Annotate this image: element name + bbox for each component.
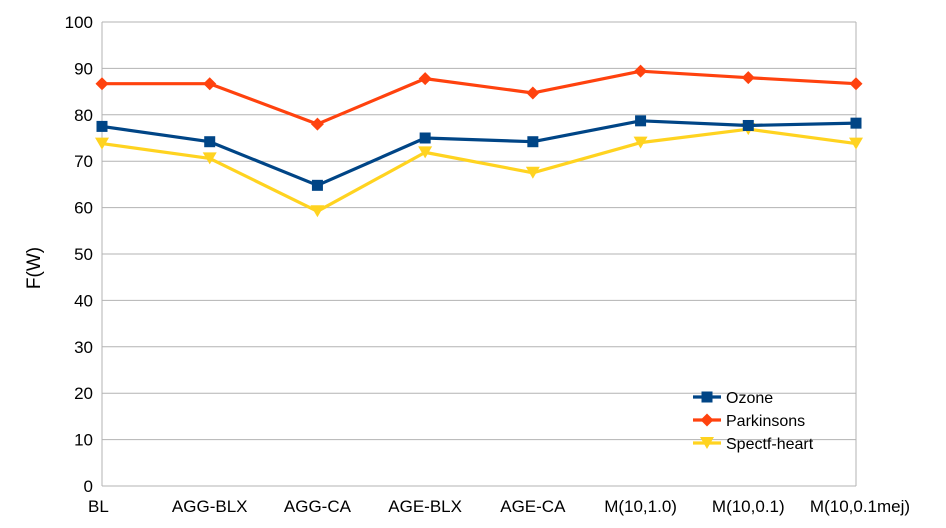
series-ozone [96, 115, 862, 191]
x-tick-label: BL [88, 497, 109, 516]
data-point [527, 136, 539, 148]
legend: Ozone Parkinsons Spectf-heart [693, 390, 814, 453]
y-tick-label: 30 [74, 338, 93, 357]
legend-marker [700, 413, 714, 427]
y-tick-label: 40 [74, 291, 93, 310]
data-point [526, 86, 540, 100]
legend-label: Parkinsons [726, 413, 805, 430]
x-tick-label: AGE-BLX [388, 497, 462, 516]
data-point [634, 64, 648, 78]
y-tick-label: 100 [65, 13, 93, 32]
series-parkinsons [95, 64, 863, 131]
y-tick-label: 0 [84, 477, 93, 496]
legend-label: Ozone [726, 390, 773, 407]
x-tick-label: AGG-CA [284, 497, 352, 516]
legend-item-spectf-heart: Spectf-heart [693, 436, 814, 453]
x-tick-label: AGG-BLX [172, 497, 248, 516]
data-point [310, 205, 325, 218]
legend-item-parkinsons: Parkinsons [693, 413, 805, 430]
legend-marker [701, 391, 713, 403]
data-point [633, 136, 648, 149]
data-point [95, 77, 109, 91]
data-point [741, 71, 755, 85]
data-point [202, 152, 217, 165]
y-axis-label: F(W) [24, 247, 45, 289]
x-tick-label: M(10,0.1mej) [810, 497, 910, 516]
y-tick-label: 20 [74, 384, 93, 403]
grid-lines [101, 21, 857, 487]
y-tick-label: 50 [74, 245, 93, 264]
data-point [418, 72, 432, 86]
data-point [850, 117, 862, 129]
y-tick-label: 10 [74, 431, 93, 450]
x-tick-label: AGE-CA [500, 497, 566, 516]
data-point [311, 179, 323, 191]
data-point [419, 132, 431, 144]
y-tick-label: 80 [74, 106, 93, 125]
y-tick-label: 90 [74, 59, 93, 78]
data-point [635, 115, 647, 127]
y-tick-label: 70 [74, 152, 93, 171]
data-point [203, 77, 217, 91]
x-tick-label: M(10,1.0) [604, 497, 677, 516]
series-line [101, 127, 857, 213]
legend-marker [700, 437, 714, 449]
data-point [204, 136, 216, 148]
data-point [849, 77, 863, 91]
x-tick-label: M(10,0.1) [712, 497, 785, 516]
data-point [849, 137, 863, 150]
series-line [102, 69, 857, 126]
y-tick-label: 60 [74, 199, 93, 218]
data-point [525, 166, 540, 179]
legend-item-ozone: Ozone [693, 390, 773, 407]
data-point [95, 137, 109, 150]
series-line [101, 119, 857, 187]
data-point [418, 146, 433, 159]
x-axis-ticks: BL AGG-BLX AGG-CA AGE-BLX AGE-CA M(10,1.0) M(1… [88, 497, 910, 516]
y-axis-ticks: 0 10 20 30 40 50 60 70 80 90 100 [65, 13, 93, 496]
data-point [96, 120, 108, 132]
data-point [310, 117, 324, 131]
legend-label: Spectf-heart [726, 436, 814, 453]
data-point [742, 119, 754, 131]
series-lines [95, 64, 863, 218]
